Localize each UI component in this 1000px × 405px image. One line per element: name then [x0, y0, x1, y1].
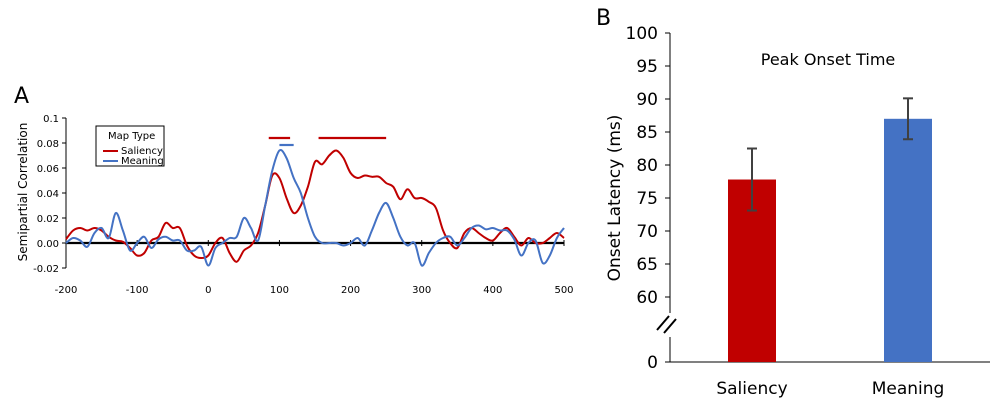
- a-series: [65, 149, 565, 267]
- a-x-tick-label: -100: [126, 285, 149, 296]
- legend-box: [95, 125, 165, 167]
- panel-a-letter: A: [14, 84, 30, 109]
- a-x-tick-label: 500: [554, 285, 573, 296]
- a-x-tick-label: 200: [341, 285, 360, 296]
- legend-label-meaning: Meaning: [121, 156, 164, 167]
- b-y-tick-label: 85: [636, 123, 658, 143]
- b-y-tick-label: 80: [636, 156, 658, 176]
- series-line-meaning: [65, 149, 565, 267]
- a-y-tick-label: 0.00: [37, 239, 59, 250]
- b-y-axis-label: Onset Latency (ms): [605, 115, 625, 282]
- b-bars: [728, 97, 932, 362]
- b-x-tick-label-meaning: Meaning: [872, 379, 945, 399]
- line-chart-a: -0.02 0.00 0.02 0.04 0.06 0.08 0.1 -200 -100 0 100…: [16, 114, 574, 296]
- a-y-tick-label: 0.06: [37, 164, 59, 175]
- b-axes: [656, 32, 990, 363]
- bar-meaning: [884, 118, 932, 362]
- a-y-tick-label: 0.02: [37, 214, 59, 225]
- b-y-tick-label: 100: [626, 24, 658, 44]
- b-y-tick-label: 90: [636, 90, 658, 110]
- b-y-tick-label: 60: [636, 288, 658, 308]
- axis-break-mark: [663, 318, 677, 334]
- a-y-axis-label: Semipartial Correlation: [16, 123, 30, 262]
- a-x-tick-label: 400: [483, 285, 502, 296]
- b-x-tick-label-saliency: Saliency: [716, 379, 787, 399]
- bar-saliency: [728, 179, 776, 362]
- a-y-tick-label: 0.04: [37, 189, 59, 200]
- b-tick-labels: 0 60 65 70 75 80 85 90 95 100 Saliency Meaning: [626, 24, 945, 399]
- a-x-tick-label: -200: [55, 285, 78, 296]
- a-x-tick-label: 0: [205, 285, 211, 296]
- b-y-tick-label: 75: [636, 189, 658, 209]
- a-x-tick-label: 300: [412, 285, 431, 296]
- axis-break-mark: [656, 315, 670, 331]
- b-y-tick-label: 0: [647, 353, 658, 373]
- a-tick-labels: -0.02 0.00 0.02 0.04 0.06 0.08 0.1 -200 -100 0 100…: [33, 114, 573, 296]
- a-significance-bars: [268, 136, 387, 147]
- panel-b-letter: B: [596, 6, 612, 31]
- a-legend: Map Type Saliency Meaning: [95, 125, 165, 167]
- series-line-saliency: [65, 149, 565, 263]
- legend-label-saliency: Saliency: [121, 146, 163, 157]
- a-x-tick-label: 100: [270, 285, 289, 296]
- a-y-tick-label: 0.1: [43, 114, 59, 125]
- b-y-tick-label: 95: [636, 57, 658, 77]
- a-y-tick-label: -0.02: [33, 264, 59, 275]
- b-y-tick-label: 65: [636, 255, 658, 275]
- b-title: Peak Onset Time: [761, 50, 896, 69]
- a-y-tick-label: 0.08: [37, 139, 59, 150]
- legend-title: Map Type: [108, 131, 155, 142]
- b-y-tick-label: 70: [636, 222, 658, 242]
